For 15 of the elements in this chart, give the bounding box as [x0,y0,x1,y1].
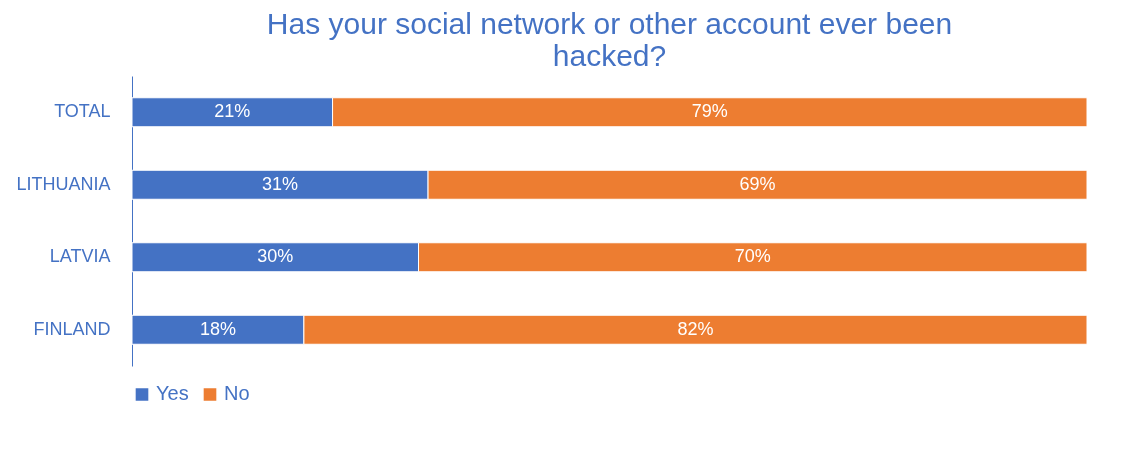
y-tick-label: FINLAND [33,318,111,339]
data-label: 70% [734,246,771,267]
chart-title: Has your social network or other account ever been hacked? [266,7,953,72]
data-label: 30% [257,246,294,267]
data-label: 82% [677,318,714,339]
data-label: 31% [262,173,299,194]
legend-label: No [224,382,250,405]
y-tick-label: LITHUANIA [16,173,111,194]
data-label: 79% [691,101,728,122]
data-label: 18% [199,318,236,339]
data-label: 69% [739,173,776,194]
legend-label: Yes [156,382,189,405]
y-tick-label: LATVIA [49,246,111,267]
data-label: 21% [214,101,251,122]
y-tick-label: TOTAL [54,101,111,122]
